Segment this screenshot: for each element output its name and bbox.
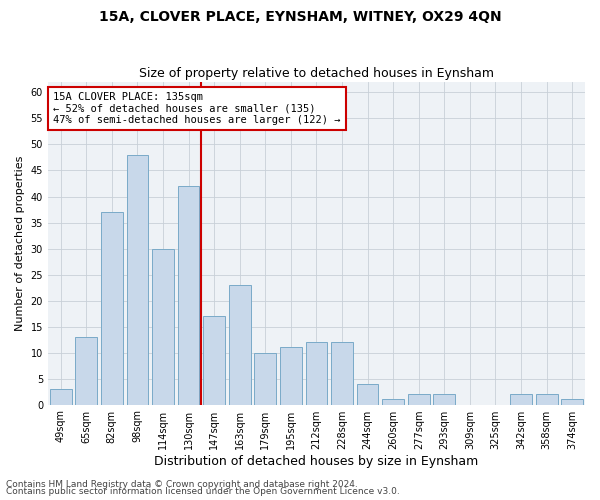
Bar (178, 186, 199, 404)
Bar (127, 155, 148, 404)
Text: 15A CLOVER PLACE: 135sqm
← 52% of detached houses are smaller (135)
47% of semi-: 15A CLOVER PLACE: 135sqm ← 52% of detach… (53, 92, 341, 125)
Bar (229, 285, 251, 405)
Y-axis label: Number of detached properties: Number of detached properties (15, 156, 25, 331)
Text: Contains public sector information licensed under the Open Government Licence v3: Contains public sector information licen… (6, 487, 400, 496)
Bar (536, 394, 557, 404)
Bar (433, 394, 455, 404)
Bar (101, 212, 123, 404)
Bar (408, 394, 430, 404)
Bar (357, 384, 379, 404)
Bar (50, 389, 71, 404)
Text: 15A, CLOVER PLACE, EYNSHAM, WITNEY, OX29 4QN: 15A, CLOVER PLACE, EYNSHAM, WITNEY, OX29… (98, 10, 502, 24)
Bar (280, 348, 302, 405)
X-axis label: Distribution of detached houses by size in Eynsham: Distribution of detached houses by size … (154, 454, 479, 468)
Bar (203, 316, 225, 404)
Title: Size of property relative to detached houses in Eynsham: Size of property relative to detached ho… (139, 66, 494, 80)
Bar (510, 394, 532, 404)
Bar (382, 400, 404, 404)
Bar (152, 248, 174, 404)
Bar (562, 400, 583, 404)
Text: Contains HM Land Registry data © Crown copyright and database right 2024.: Contains HM Land Registry data © Crown c… (6, 480, 358, 489)
Bar (76, 337, 97, 404)
Bar (305, 342, 328, 404)
Bar (254, 352, 276, 405)
Bar (331, 342, 353, 404)
